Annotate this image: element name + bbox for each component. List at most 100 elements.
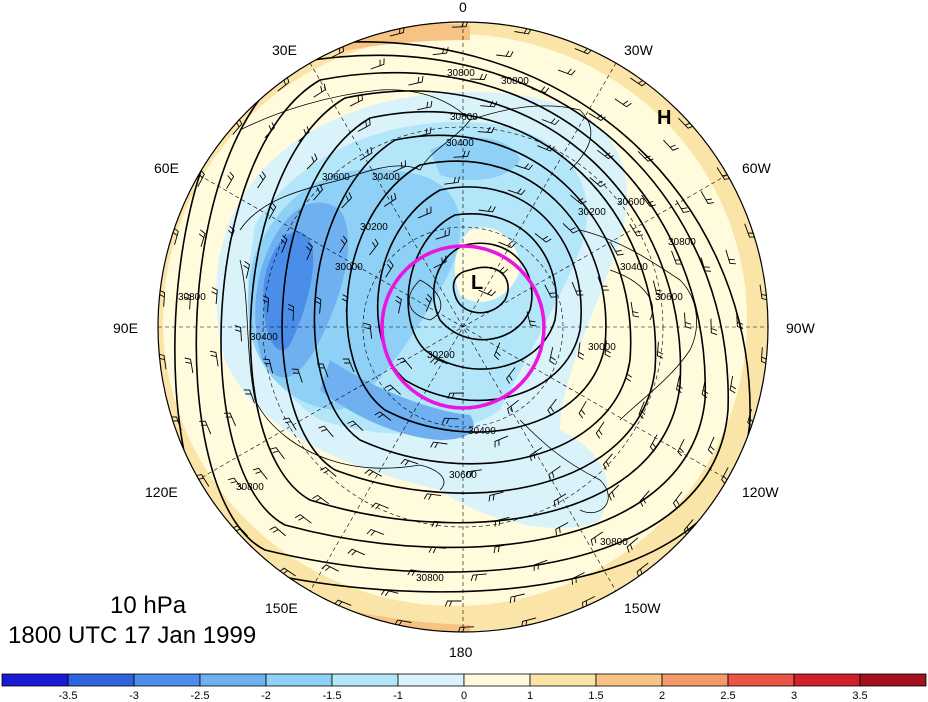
wind-barb [478,289,497,297]
wind-barb [400,458,419,466]
wind-barb [268,202,277,220]
contour-label: 30200 [427,350,455,361]
colorbar-box [1,673,69,687]
colorbar-box [463,673,531,687]
contour-label: 30200 [578,207,606,218]
lon-label-120e: 120E [145,484,178,500]
colorbar-tick-label: -2 [261,690,271,702]
wind-barb [369,238,379,256]
wind-barb [531,86,550,94]
wind-barb [677,438,685,457]
wind-barb [547,398,557,416]
polar-stereographic-map: 30800 30800 30600 30400 30600 30400 3020… [113,0,816,660]
wind-barb [429,357,448,365]
wind-barb [243,261,251,279]
wind-barb [321,564,339,572]
wind-barb [317,363,329,378]
graticule [158,22,768,632]
wind-barb [509,593,525,604]
wind-barb [588,112,606,121]
wind-barb [447,392,464,399]
wind-barb [544,284,558,298]
wind-barb [553,493,567,508]
wind-barb [630,301,640,318]
wind-barb [314,296,322,314]
contour-label: 30000 [588,342,616,353]
colorbar-box [199,673,267,687]
wind-barb [629,223,644,237]
wind-barb [675,375,683,393]
highlight-circle [380,244,546,410]
contour-label: 30800 [236,482,264,493]
wind-barb [570,194,587,205]
wind-barb [480,100,498,108]
wind-barb [494,435,509,448]
wind-barb [488,491,504,502]
wind-barb [549,347,556,365]
wind-barb [736,312,744,329]
wind-barb [529,447,543,462]
wind-barb [577,342,585,360]
wind-barb [395,295,402,314]
contour-label: 30200 [360,222,388,233]
wind-barb [298,126,310,142]
wind-barb [234,325,242,342]
wind-barb [707,436,715,455]
wind-barb [498,241,516,249]
wind-barb [291,368,303,383]
wind-barb [371,502,389,510]
lon-label-90w: 90W [786,320,816,336]
wind-barb [515,163,533,171]
wind-barb [507,188,526,196]
wind-barbs [158,22,768,632]
wind-barb [243,389,255,404]
colorbar-box [133,673,201,687]
wind-barb [306,153,318,170]
wind-barb [675,200,690,213]
lon-label-120w: 120W [742,484,779,500]
wind-barb [638,401,646,419]
wind-barb [423,493,442,500]
wind-barb [506,367,516,384]
lon-label-60e: 60E [154,160,179,176]
contour-label: 30800 [600,537,628,548]
wind-barb [417,100,433,111]
wind-barb [341,192,353,209]
wind-barb [672,491,683,509]
lon-label-150w: 150W [624,600,661,616]
wind-barb [493,342,501,361]
wind-barb [228,477,243,490]
wind-barb [526,311,537,327]
colorbar-tick-label: 2.5 [720,690,735,702]
wind-barb [431,520,449,528]
wind-barb [496,50,514,58]
wind-barb [595,421,605,439]
wind-barb [614,98,632,108]
wind-barb [228,225,235,244]
contour-label: 30400 [446,138,474,149]
wind-barb [226,171,235,189]
wind-barb [370,58,385,70]
lon-label-30e: 30E [272,42,297,58]
wind-barb [313,83,327,98]
wind-barb [562,222,579,234]
wind-barb [725,249,736,265]
wind-barb [342,358,355,373]
wind-barb [408,76,424,86]
wind-barb [199,420,212,435]
wind-barb [341,294,349,312]
colorbar-box [265,673,333,687]
wind-barb [347,420,364,432]
contour-label: 30800 [416,573,444,584]
wind-barb [294,514,312,524]
colorbar-box [859,673,927,687]
wind-barb [700,257,711,272]
wind-barb [211,287,218,305]
contour-labels: 30800 30800 30600 30400 30600 30400 3020… [178,68,696,584]
wind-barb [425,293,433,312]
wind-barb [637,150,654,162]
lon-label-30w: 30W [624,42,654,58]
contour-label: 30800 [501,76,529,87]
wind-barb [270,447,285,460]
colorbar-tick-label: 3 [791,690,797,702]
